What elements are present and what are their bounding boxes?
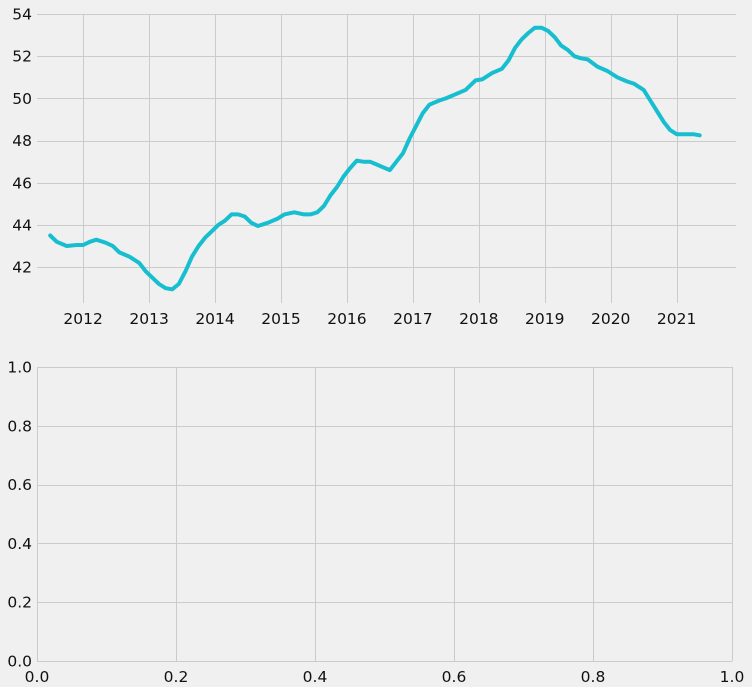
top-x-tick-label: 2018 (459, 310, 498, 328)
top-line-chart: 2012 2013 2014 2015 2016 2017 2018 2019 2020 2021… (12, 6, 736, 328)
top-y-tick-label: 48 (12, 132, 32, 150)
bottom-x-tick-label: 0.8 (581, 668, 606, 686)
top-x-tick-label: 2017 (393, 310, 432, 328)
bottom-chart-gridlines (37, 367, 733, 662)
top-x-tick-label: 2012 (63, 310, 102, 328)
bottom-y-tick-label: 1.0 (7, 359, 32, 377)
top-x-tick-label: 2021 (657, 310, 696, 328)
bottom-empty-chart: 0.0 0.2 0.4 0.6 0.8 1.0 0.0 0.2 0.4 0.6 0.8 1.0 (7, 359, 744, 687)
top-x-tick-label: 2020 (591, 310, 630, 328)
bottom-x-tick-label: 0.0 (25, 668, 50, 686)
top-y-tick-label: 50 (12, 90, 32, 108)
bottom-chart-x-tick-labels: 0.0 0.2 0.4 0.6 0.8 1.0 (25, 668, 745, 686)
top-chart-gridlines (37, 14, 736, 303)
bottom-y-tick-label: 0.4 (7, 535, 32, 553)
bottom-y-tick-label: 0.8 (7, 417, 32, 435)
bottom-y-tick-label: 0.2 (7, 594, 32, 612)
top-chart-y-tick-labels: 42 44 46 48 50 52 54 (12, 6, 32, 277)
bottom-x-tick-label: 0.6 (442, 668, 467, 686)
top-y-tick-label: 44 (12, 216, 32, 234)
top-y-tick-label: 54 (12, 6, 32, 24)
bottom-x-tick-label: 1.0 (720, 668, 745, 686)
top-y-tick-label: 52 (12, 48, 32, 66)
bottom-y-tick-label: 0.0 (7, 653, 32, 671)
top-x-tick-label: 2016 (327, 310, 366, 328)
bottom-x-tick-label: 0.4 (303, 668, 328, 686)
top-x-tick-label: 2013 (129, 310, 168, 328)
top-chart-series (48, 25, 702, 292)
top-y-tick-label: 42 (12, 259, 32, 277)
top-series-line-0 (48, 25, 702, 292)
top-x-tick-label: 2019 (525, 310, 564, 328)
bottom-chart-y-tick-labels: 0.0 0.2 0.4 0.6 0.8 1.0 (7, 359, 32, 671)
top-y-tick-label: 46 (12, 174, 32, 192)
top-x-tick-label: 2014 (195, 310, 234, 328)
bottom-y-tick-label: 0.6 (7, 476, 32, 494)
top-x-tick-label: 2015 (261, 310, 300, 328)
bottom-x-tick-label: 0.2 (164, 668, 189, 686)
top-chart-x-tick-labels: 2012 2013 2014 2015 2016 2017 2018 2019 2020 2021 (63, 310, 696, 328)
